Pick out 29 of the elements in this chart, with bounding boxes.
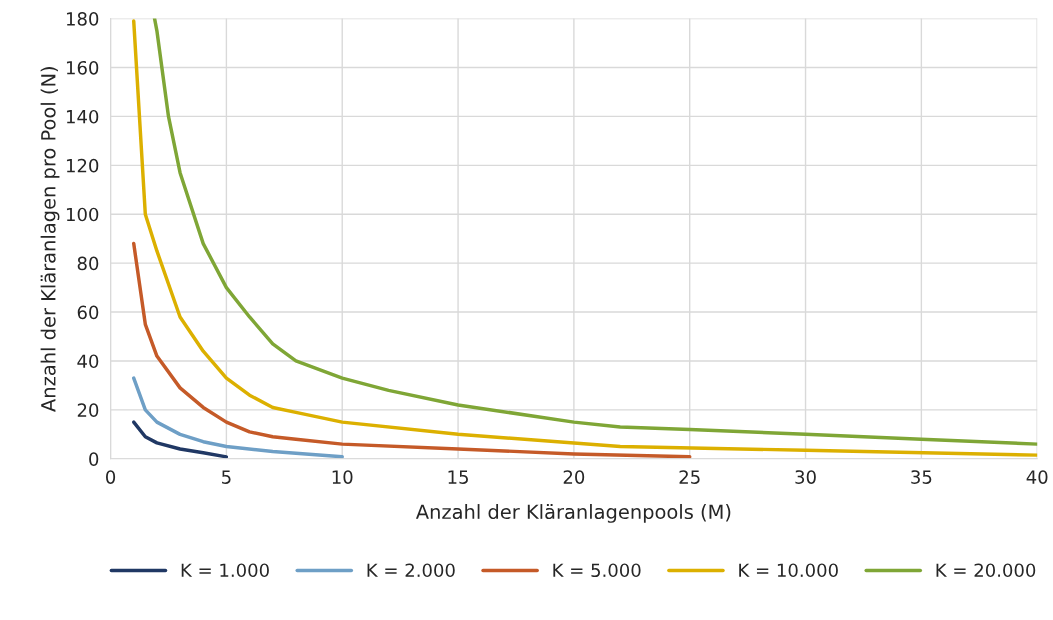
legend-label: K = 1.000 bbox=[181, 563, 269, 578]
legend-label: K = 20.000 bbox=[936, 563, 1036, 578]
y-axis-title: Anzahl der Kläranlagen pro Pool (N) bbox=[40, 67, 60, 412]
y-tick-label: 120 bbox=[66, 158, 99, 173]
line-series bbox=[131, 376, 344, 459]
y-tick-label: 180 bbox=[66, 12, 99, 26]
y-tick-label: 20 bbox=[77, 403, 99, 418]
line-series bbox=[131, 420, 229, 459]
legend-label: K = 5.000 bbox=[553, 563, 641, 578]
x-tick-label: 0 bbox=[106, 470, 116, 484]
x-tick-label: 25 bbox=[679, 470, 700, 484]
x-tick-label: 20 bbox=[563, 470, 585, 484]
y-tick-label: 100 bbox=[66, 207, 99, 222]
x-tick-label: 10 bbox=[332, 470, 353, 484]
y-tick-label: 140 bbox=[66, 109, 99, 124]
x-tick-label: 30 bbox=[795, 470, 816, 484]
x-tick-label: 40 bbox=[1026, 470, 1048, 484]
legend-label: K = 2.000 bbox=[367, 563, 455, 578]
x-tick-label: 15 bbox=[448, 470, 468, 484]
x-tick-label: 5 bbox=[222, 470, 231, 484]
x-tick-label: 35 bbox=[911, 470, 932, 484]
y-tick-label: 80 bbox=[77, 256, 99, 271]
line-series bbox=[131, 241, 692, 459]
x-axis-title: Anzahl der Kläranlagenpools (M) bbox=[415, 504, 731, 523]
y-tick-label: 0 bbox=[89, 452, 99, 466]
legend-label: K = 10.000 bbox=[739, 563, 838, 578]
y-tick-label: 60 bbox=[77, 305, 99, 320]
y-tick-label: 40 bbox=[77, 354, 99, 369]
y-tick-label: 160 bbox=[66, 60, 99, 75]
